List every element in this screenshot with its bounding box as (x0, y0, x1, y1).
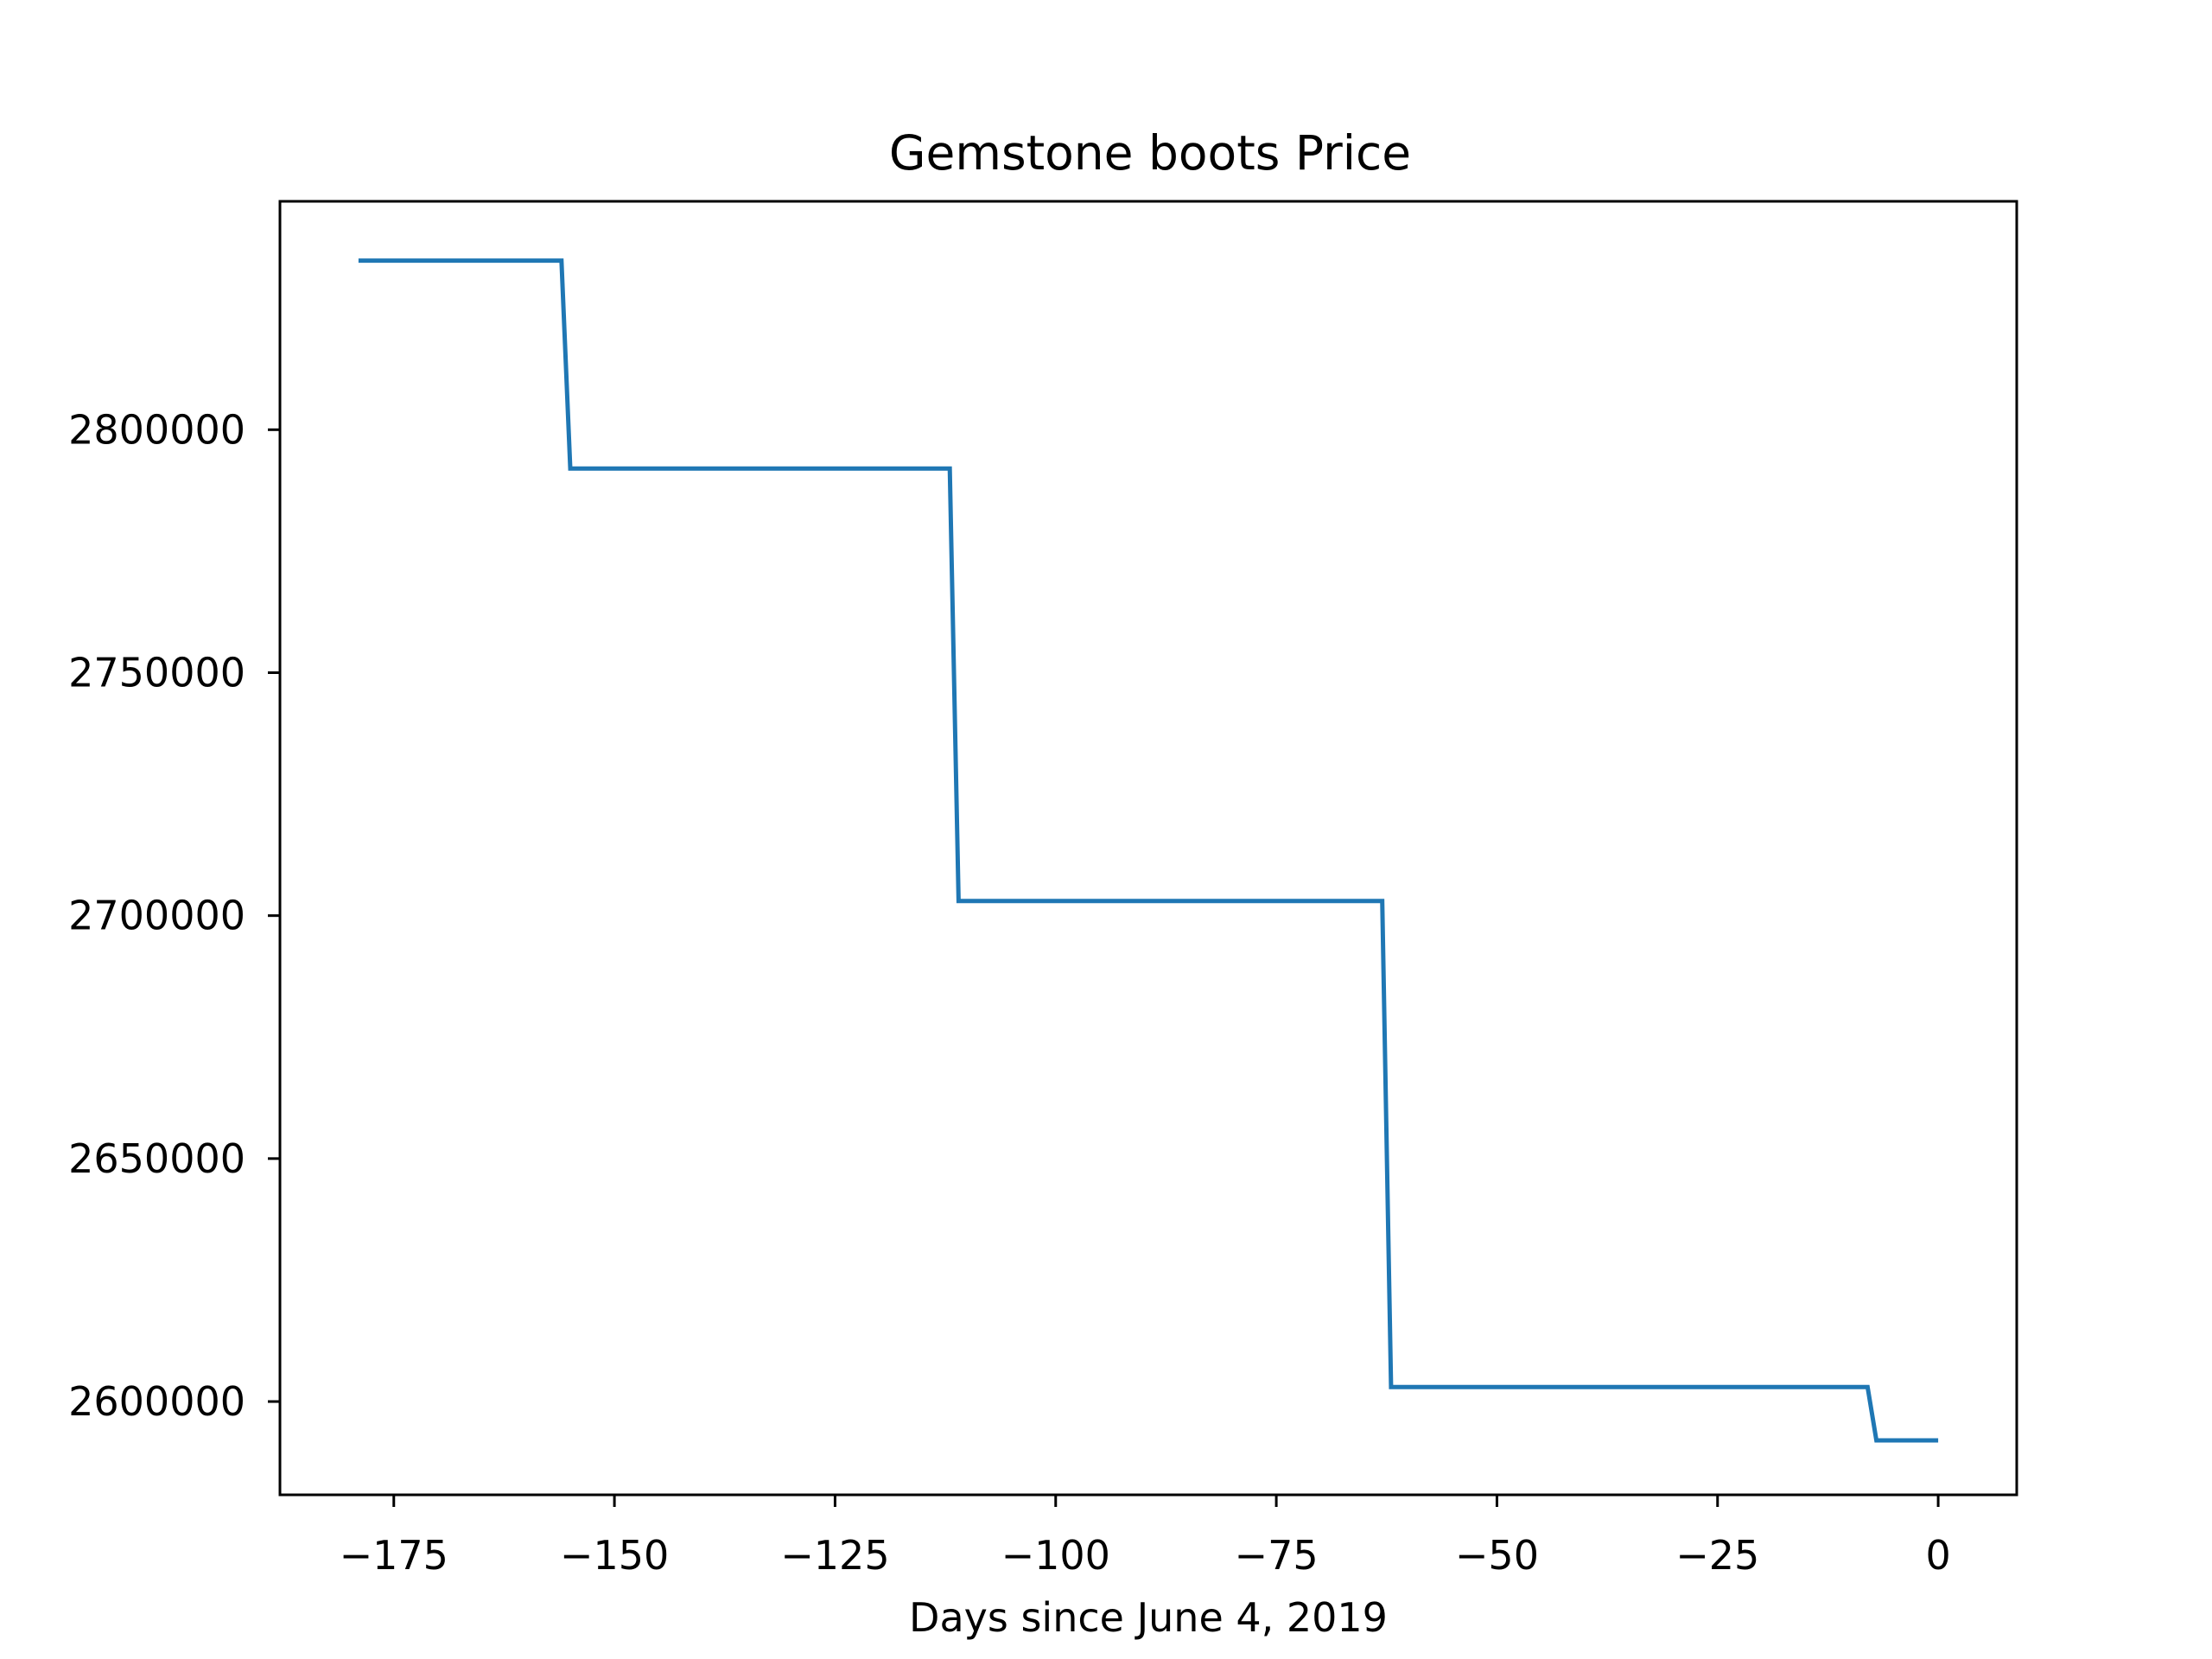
y-tick-label: 2800000 (68, 406, 245, 453)
plot-series (358, 258, 1939, 1443)
y-tick-label: 2750000 (68, 649, 245, 696)
y-tick-label: 2600000 (68, 1378, 245, 1425)
y-tick-label: 2650000 (68, 1135, 245, 1182)
series-line-1 (358, 258, 1939, 1443)
chart-title: Gemstone boots Price (889, 125, 1411, 181)
plot-frame (278, 200, 2018, 1497)
x-tick-label: −75 (1235, 1532, 1319, 1579)
x-tick-label: −100 (1001, 1532, 1110, 1579)
x-axis-ticks: −175 −150 −125 −100 −75 −50 −25 0 (340, 1495, 1951, 1579)
x-axis-label: Days since June 4, 2019 (909, 1594, 1388, 1641)
x-tick-label: −50 (1455, 1532, 1539, 1579)
x-tick-label: −125 (780, 1532, 889, 1579)
x-tick-label: 0 (1925, 1532, 1950, 1579)
x-tick-label: −25 (1675, 1532, 1759, 1579)
x-tick-label: −175 (340, 1532, 448, 1579)
y-tick-label: 2700000 (68, 893, 245, 939)
x-tick-label: −150 (560, 1532, 669, 1579)
y-axis-ticks: 2600000 2650000 2700000 2750000 2800000 (68, 406, 280, 1425)
